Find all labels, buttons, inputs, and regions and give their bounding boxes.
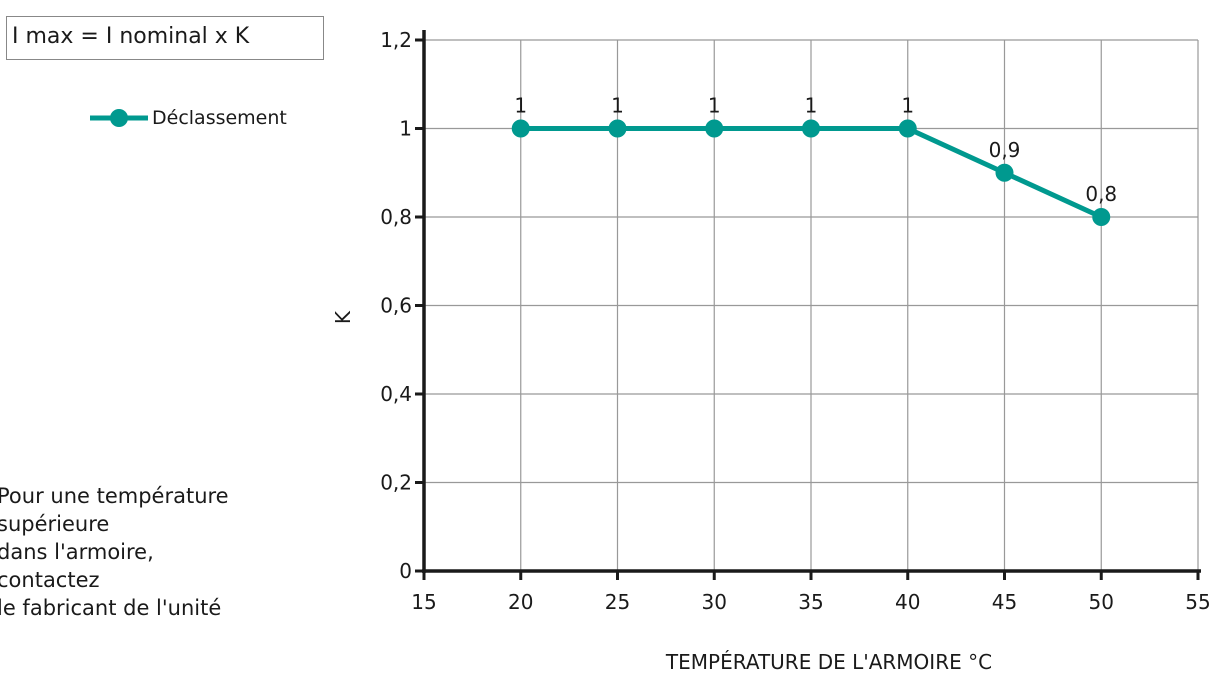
x-axis-title: TEMPÉRATURE DE L'ARMOIRE °C — [665, 650, 992, 674]
data-label: 1 — [514, 94, 527, 118]
y-tick-label: 0 — [399, 559, 412, 583]
formula-box: I max = I nominal x K — [6, 16, 324, 60]
axes — [415, 30, 1201, 580]
x-tick-label: 20 — [508, 590, 533, 614]
y-tick-label: 0,6 — [380, 294, 412, 318]
x-tick-label: 40 — [895, 590, 920, 614]
x-tick-label: 55 — [1185, 590, 1210, 614]
data-label: 0,9 — [989, 138, 1021, 162]
data-label: 0,8 — [1085, 182, 1117, 206]
data-point — [995, 163, 1014, 182]
data-label: 1 — [611, 94, 624, 118]
data-point — [1092, 208, 1111, 226]
x-tick-label: 25 — [605, 590, 630, 614]
y-tick-label: 0,2 — [380, 471, 412, 495]
data-point — [608, 119, 627, 138]
data-label: 1 — [708, 94, 721, 118]
note-line: le fabricant de l'unité — [0, 596, 222, 620]
x-tick-label: 30 — [702, 590, 727, 614]
temperature-note: Pour une température supérieure dans l'a… — [0, 482, 327, 622]
y-tick-label: 1,2 — [380, 28, 412, 52]
y-axis-title: K — [331, 310, 355, 324]
note-line: dans l'armoire, — [0, 540, 154, 564]
y-tick-label: 0,4 — [380, 382, 412, 406]
data-point — [705, 119, 724, 138]
note-line: supérieure — [0, 512, 110, 536]
x-tick-label: 35 — [798, 590, 823, 614]
legend-label: Déclassement — [152, 107, 287, 129]
data-point — [511, 119, 530, 138]
y-tick-label: 1 — [399, 117, 412, 141]
x-tick-label: 45 — [992, 590, 1017, 614]
data-label: 1 — [805, 94, 818, 118]
note-line: Pour une température — [0, 484, 229, 508]
legend-swatch-icon — [90, 109, 148, 127]
data-point — [898, 119, 917, 138]
legend: Déclassement — [88, 104, 287, 132]
y-tick-label: 0,8 — [380, 205, 412, 229]
note-line: contactez — [0, 568, 100, 592]
data-labels: 1 1 1 1 1 0,9 0,8 — [514, 94, 1117, 207]
data-label: 1 — [901, 94, 914, 118]
tick-labels: 15 20 25 30 35 40 45 50 55 0 0,2 0,4 0,6 0,8 1 1,2 — [380, 28, 1211, 614]
data-point — [802, 119, 820, 138]
formula-text: I max = I nominal x K — [12, 24, 250, 49]
x-tick-label: 50 — [1089, 590, 1114, 614]
x-tick-label: 15 — [411, 590, 436, 614]
series-layer — [511, 119, 1111, 226]
